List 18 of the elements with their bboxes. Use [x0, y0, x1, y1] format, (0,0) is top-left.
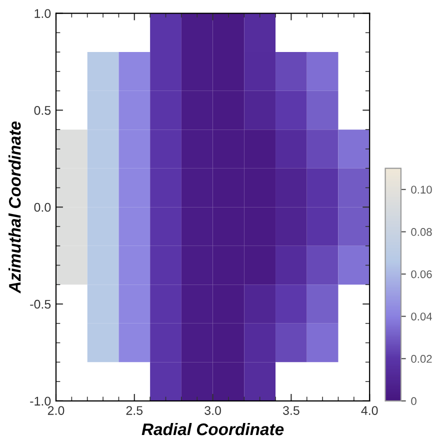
color-bar-label: 0.06 — [411, 270, 432, 278]
color-bar-label: 0 — [411, 397, 416, 406]
y-tick-label: 0.0 — [34, 202, 51, 212]
color-bar-label: 0.08 — [411, 228, 432, 236]
x-tick-label: 2.0 — [48, 406, 64, 415]
y-tick-label: -1.0 — [30, 396, 51, 406]
color-bar-label: 0.04 — [411, 312, 432, 320]
x-tick-label: 4.0 — [361, 406, 378, 415]
y-tick-label: -0.5 — [30, 300, 51, 309]
x-axis-title: Radial Coordinate — [142, 422, 284, 436]
y-axis-title: Azimuthal Coordinate — [8, 121, 21, 294]
y-tick-label: 1.0 — [34, 9, 51, 18]
color-bar-label: 0.02 — [411, 354, 432, 363]
x-tick-label: 3.5 — [282, 406, 300, 415]
x-tick-label: 2.5 — [126, 406, 143, 415]
y-tick-label: 0.5 — [34, 106, 51, 115]
x-tick-label: 3.0 — [204, 406, 221, 415]
color-bar-label: 0.10 — [411, 186, 432, 194]
